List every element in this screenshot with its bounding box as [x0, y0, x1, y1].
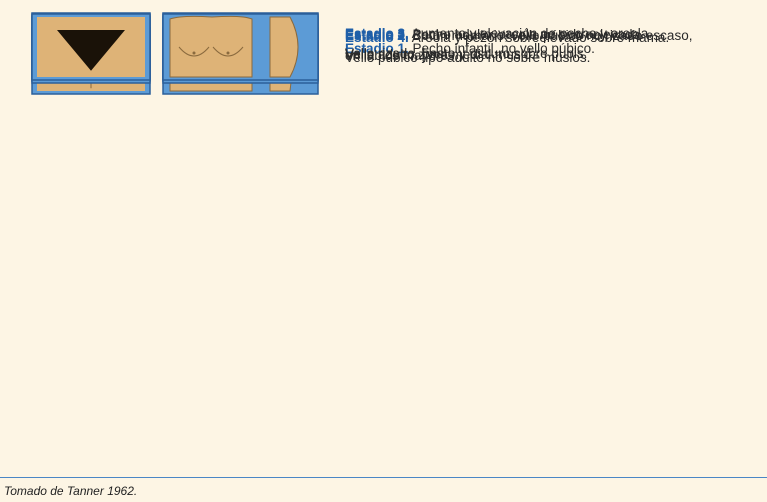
- tanner-table: Estadio 1. Pecho infantil, no vello púbi…: [0, 12, 767, 474]
- stage-label: Estadio 4.: [345, 30, 409, 45]
- description: Pecho infantil, no vello púbico.: [412, 41, 595, 56]
- hair: [57, 30, 125, 71]
- description: Vello rizado, basto y oscuro sobre pubis…: [345, 46, 588, 61]
- profile: [269, 16, 299, 78]
- table-row: Estadio 4. Areola y pezón sobreelevado s…: [0, 16, 767, 375]
- text-line: Estadio 1. Pecho infantil, no vello púbi…: [345, 39, 595, 59]
- text-line: Estadio 3. Aumento y elevación de pecho …: [345, 24, 652, 44]
- table-row: Estadio 2. Botón mamario, vello púbico n…: [0, 14, 767, 194]
- description: Vello adulto zona medial muslo.: [345, 47, 535, 62]
- stage-label: Estadio 5.: [345, 27, 409, 42]
- row-text: Estadio 1. Pecho infantil, no vello púbi…: [345, 39, 595, 59]
- row-text: Estadio 4. Areola y pezón sobreelevado s…: [345, 28, 669, 68]
- torso-illustration: [162, 13, 319, 81]
- text-line: Vello rizado, basto y oscuro sobre pubis…: [345, 44, 652, 64]
- table-row: Estadio 3. Aumento y elevación de pecho …: [0, 12, 767, 282]
- description: Areola y pezón sobreelevado sobre mama.: [411, 30, 670, 45]
- description: Aumento y elevación de pecho y areola.: [411, 26, 652, 41]
- breast: [212, 46, 244, 57]
- text-line: Vello púbico tipo adulto no sobre muslos…: [345, 48, 669, 68]
- text-line: Vello adulto zona medial muslo.: [345, 45, 644, 65]
- text-line: Estadio 4. Areola y pezón sobreelevado s…: [345, 28, 669, 48]
- table-row: Estadio 5. Pecho adulto, areola no sobre…: [0, 13, 767, 474]
- row-text: Estadio 2. Botón mamario, vello púbico n…: [345, 26, 692, 66]
- description: Vello púbico tipo adulto no sobre muslos…: [345, 50, 591, 65]
- row-text: Estadio 3. Aumento y elevación de pecho …: [345, 24, 652, 64]
- bottom-rule: [0, 477, 767, 478]
- description: Botón mamario, vello púbico no rizado es…: [412, 28, 693, 43]
- front-torso: [169, 15, 253, 78]
- description: Pecho adulto, areola no sobreelevada.: [412, 27, 644, 42]
- stage-label: Estadio 2.: [345, 28, 409, 43]
- row-text: Estadio 5. Pecho adulto, areola no sobre…: [345, 25, 644, 65]
- text-line: Estadio 5. Pecho adulto, areola no sobre…: [345, 25, 644, 45]
- text-line: Estadio 2. Botón mamario, vello púbico n…: [345, 26, 692, 46]
- pubic-illustration: [31, 13, 151, 81]
- nipple: [226, 51, 230, 55]
- description: en labios mayores.: [345, 48, 459, 63]
- footer: Tomado de Tanner 1962.: [4, 484, 138, 498]
- breast: [178, 46, 210, 57]
- stage-label: Estadio 1.: [345, 41, 409, 56]
- text-line: en labios mayores.: [345, 46, 692, 66]
- nipple: [192, 51, 196, 55]
- stage-label: Estadio 3.: [345, 26, 409, 41]
